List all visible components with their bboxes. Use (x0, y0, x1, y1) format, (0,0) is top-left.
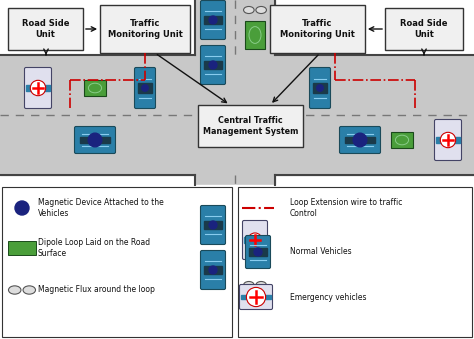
Bar (385, 8, 463, 50)
Bar (195, 0, 275, 339)
Text: Traffic
Monitoring Unit: Traffic Monitoring Unit (280, 19, 355, 39)
Text: Normal Vehicles: Normal Vehicles (290, 247, 352, 257)
Text: Traffic
Monitoring Unit: Traffic Monitoring Unit (108, 19, 182, 39)
FancyBboxPatch shape (239, 284, 273, 310)
Bar (391, 132, 413, 148)
Bar (204, 266, 222, 274)
FancyBboxPatch shape (435, 120, 462, 160)
Ellipse shape (244, 281, 254, 288)
Text: Road Side
Unit: Road Side Unit (22, 19, 69, 39)
Circle shape (15, 201, 29, 215)
Bar (204, 16, 222, 24)
Bar (260, 237, 266, 243)
Bar (8, 8, 83, 50)
Ellipse shape (256, 6, 266, 14)
FancyBboxPatch shape (201, 45, 226, 84)
Bar (0, 55, 474, 175)
Bar (313, 83, 327, 93)
Ellipse shape (256, 281, 266, 288)
Circle shape (317, 85, 323, 91)
Circle shape (254, 248, 262, 256)
Bar (100, 5, 190, 53)
Ellipse shape (23, 286, 36, 294)
FancyBboxPatch shape (243, 220, 267, 259)
Bar (204, 61, 222, 69)
FancyBboxPatch shape (339, 126, 381, 154)
FancyBboxPatch shape (201, 0, 226, 40)
Bar (249, 248, 267, 256)
Circle shape (30, 80, 46, 96)
Text: Magnetic Device Attached to the
Vehicles: Magnetic Device Attached to the Vehicles (38, 198, 164, 218)
Circle shape (88, 133, 102, 147)
Text: Road Side
Unit: Road Side Unit (400, 19, 448, 39)
Bar (204, 221, 222, 229)
FancyBboxPatch shape (135, 67, 155, 108)
Circle shape (209, 16, 217, 24)
Bar (26, 85, 33, 91)
Bar (241, 295, 249, 299)
FancyBboxPatch shape (201, 205, 226, 244)
Ellipse shape (244, 6, 254, 14)
Bar (0, 185, 474, 339)
FancyBboxPatch shape (246, 236, 271, 268)
Bar (270, 5, 365, 53)
Text: Emergency vehicles: Emergency vehicles (290, 293, 366, 301)
Circle shape (142, 85, 148, 91)
Bar (436, 137, 443, 143)
Circle shape (246, 287, 265, 306)
Circle shape (248, 233, 262, 247)
FancyBboxPatch shape (25, 67, 52, 108)
Text: Magnetic Flux around the loop: Magnetic Flux around the loop (38, 285, 155, 295)
Bar (2, 187, 232, 337)
Bar (453, 137, 460, 143)
Bar (138, 83, 152, 93)
Circle shape (353, 133, 367, 147)
Text: Loop Extension wire to traffic
Control: Loop Extension wire to traffic Control (290, 198, 402, 218)
Text: Dipole Loop Laid on the Road
Surface: Dipole Loop Laid on the Road Surface (38, 238, 150, 258)
Ellipse shape (9, 286, 21, 294)
Bar (198, 105, 303, 147)
Bar (238, 187, 472, 337)
Bar (80, 137, 110, 143)
FancyBboxPatch shape (310, 67, 330, 108)
Circle shape (209, 61, 217, 69)
Text: Central Traffic
Management System: Central Traffic Management System (203, 116, 298, 136)
Circle shape (440, 132, 456, 148)
Bar (263, 295, 271, 299)
Bar (345, 137, 375, 143)
Bar (244, 237, 250, 243)
Bar (43, 85, 50, 91)
FancyBboxPatch shape (74, 126, 116, 154)
FancyBboxPatch shape (201, 251, 226, 290)
Bar (245, 21, 265, 49)
Circle shape (209, 221, 217, 229)
Bar (8, 241, 36, 255)
Bar (84, 80, 106, 96)
Circle shape (209, 266, 217, 274)
